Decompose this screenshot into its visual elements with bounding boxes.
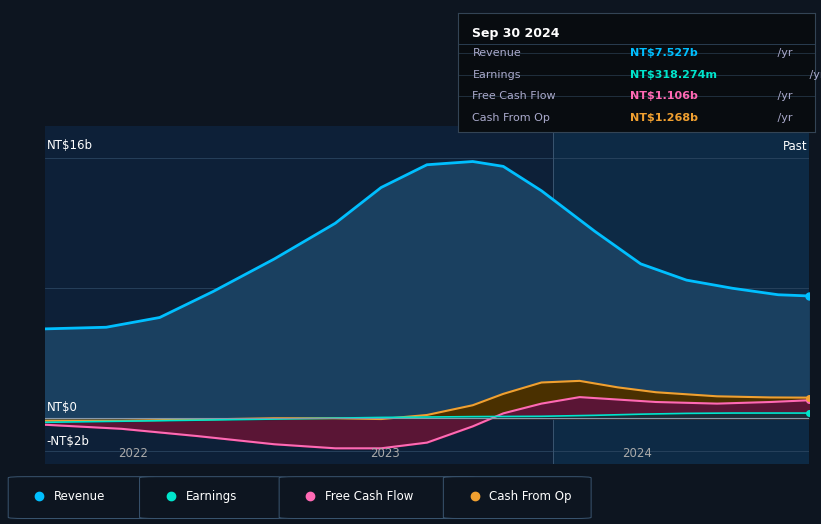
Text: NT$7.527b: NT$7.527b [630, 48, 697, 58]
Text: /yr: /yr [774, 91, 793, 102]
Text: 2024: 2024 [622, 446, 652, 460]
FancyBboxPatch shape [279, 477, 476, 519]
Text: Cash From Op: Cash From Op [489, 490, 571, 503]
Text: /yr: /yr [806, 70, 821, 80]
FancyBboxPatch shape [443, 477, 591, 519]
Text: Earnings: Earnings [186, 490, 237, 503]
Text: Earnings: Earnings [472, 70, 521, 80]
Text: NT$1.268b: NT$1.268b [630, 113, 698, 123]
Text: Revenue: Revenue [54, 490, 106, 503]
Text: NT$16b: NT$16b [47, 139, 93, 152]
Text: /yr: /yr [774, 48, 793, 58]
Text: /yr: /yr [774, 113, 793, 123]
Text: NT$1.106b: NT$1.106b [630, 91, 697, 102]
FancyBboxPatch shape [140, 477, 287, 519]
Text: 2023: 2023 [370, 446, 400, 460]
Text: Revenue: Revenue [472, 48, 521, 58]
FancyBboxPatch shape [8, 477, 156, 519]
Text: Cash From Op: Cash From Op [472, 113, 550, 123]
Text: NT$0: NT$0 [47, 401, 77, 414]
Text: Past: Past [782, 140, 807, 154]
Text: Free Cash Flow: Free Cash Flow [472, 91, 556, 102]
Text: Sep 30 2024: Sep 30 2024 [472, 27, 560, 40]
Text: -NT$2b: -NT$2b [47, 435, 89, 449]
Text: Free Cash Flow: Free Cash Flow [325, 490, 414, 503]
Bar [553, 126, 809, 464]
Text: 2022: 2022 [118, 446, 148, 460]
Text: NT$318.274m: NT$318.274m [630, 70, 717, 80]
